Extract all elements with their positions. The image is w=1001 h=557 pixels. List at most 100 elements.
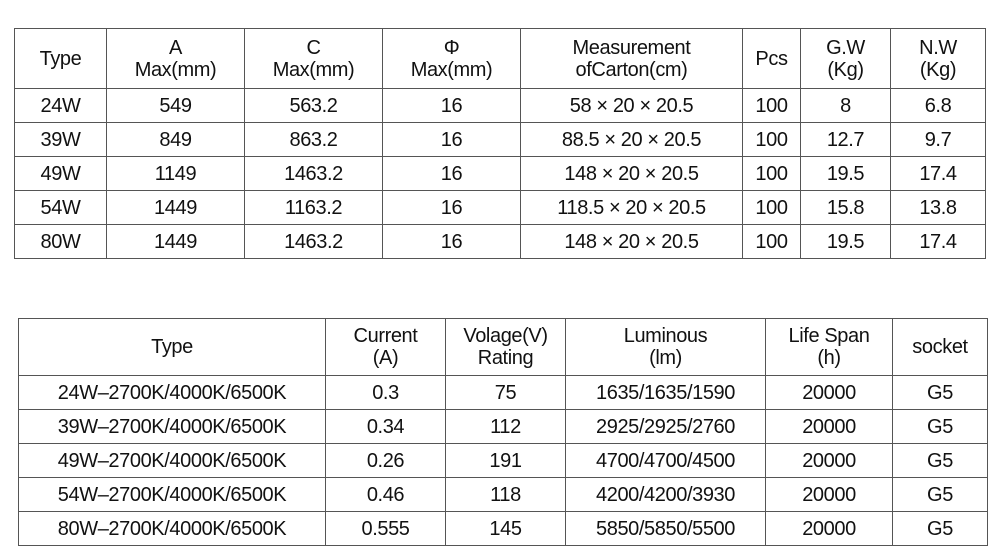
table-cell: 17.4 <box>890 224 986 259</box>
table-cell: 19.5 <box>800 224 891 259</box>
table-cell: G5 <box>892 477 988 512</box>
table-cell: 4200/4200/3930 <box>565 477 766 512</box>
table-cell: 1163.2 <box>244 190 383 225</box>
table-cell: 39W <box>14 122 107 157</box>
table-cell: 88.5 × 20 × 20.5 <box>520 122 743 157</box>
table-cell: 112 <box>445 409 566 444</box>
column-header: N.W (Kg) <box>890 28 986 89</box>
column-header: Volage(V) Rating <box>445 318 566 376</box>
column-header: Type <box>18 318 326 376</box>
table-row: 49W–2700K/4000K/6500K 0.26 191 4700/4700/45… <box>18 443 988 478</box>
header-line: Max(mm) <box>410 58 493 81</box>
table-header-row: Type A Max(mm) C Max(mm) Φ Max(mm) Measurement o… <box>14 28 986 89</box>
column-header: Current (A) <box>325 318 446 376</box>
header-line: G.W <box>826 36 865 59</box>
table-cell: 118 <box>445 477 566 512</box>
table-cell: 849 <box>106 122 245 157</box>
table-cell: G5 <box>892 409 988 444</box>
header-line: Φ <box>443 36 460 59</box>
table-cell: 549 <box>106 88 245 123</box>
table-cell: 4700/4700/4500 <box>565 443 766 478</box>
column-header: G.W (Kg) <box>800 28 891 89</box>
header-line: Life Span <box>788 325 870 347</box>
column-header: C Max(mm) <box>244 28 383 89</box>
table-cell: 58 × 20 × 20.5 <box>520 88 743 123</box>
table-cell: 0.26 <box>325 443 446 478</box>
table-cell: G5 <box>892 443 988 478</box>
header-line: Rating <box>477 347 534 369</box>
header-line: Luminous <box>623 325 708 347</box>
table-cell: 8 <box>800 88 891 123</box>
header-line: (Kg) <box>827 58 864 81</box>
table-cell: 15.8 <box>800 190 891 225</box>
column-header: Pcs <box>742 28 801 89</box>
header-line: (Kg) <box>919 58 957 81</box>
table-cell: 49W <box>14 156 107 191</box>
header-line: Max(mm) <box>272 58 355 81</box>
header-line: C <box>306 36 321 59</box>
table-cell: 39W–2700K/4000K/6500K <box>18 409 326 444</box>
column-header: Φ Max(mm) <box>382 28 521 89</box>
table-cell: 1149 <box>106 156 245 191</box>
table-cell: 0.34 <box>325 409 446 444</box>
table-cell: 24W <box>14 88 107 123</box>
table-cell: 100 <box>742 190 801 225</box>
table-row: 80W–2700K/4000K/6500K 0.555 145 5850/5850/5… <box>18 511 988 546</box>
table-cell: 54W <box>14 190 107 225</box>
table-cell: 118.5 × 20 × 20.5 <box>520 190 743 225</box>
table-cell: 100 <box>742 88 801 123</box>
table-cell: 145 <box>445 511 566 546</box>
table-cell: 16 <box>382 88 521 123</box>
table-cell: 863.2 <box>244 122 383 157</box>
table-cell: 0.3 <box>325 375 446 410</box>
table-cell: 5850/5850/5500 <box>565 511 766 546</box>
header-line: ofCarton(cm) <box>575 58 688 81</box>
table-cell: 100 <box>742 156 801 191</box>
table-header-row: Type Current (A) Volage(V) Rating Luminous (lm… <box>18 318 988 376</box>
table-cell: 20000 <box>765 477 893 512</box>
table-cell: 80W <box>14 224 107 259</box>
table-cell: 100 <box>742 122 801 157</box>
table-cell: 24W–2700K/4000K/6500K <box>18 375 326 410</box>
column-header: Measurement ofCarton(cm) <box>520 28 743 89</box>
table-cell: 16 <box>382 224 521 259</box>
dimensions-table: Type A Max(mm) C Max(mm) Φ Max(mm) Measurement o… <box>14 28 986 259</box>
table-cell: 54W–2700K/4000K/6500K <box>18 477 326 512</box>
table-row: 54W–2700K/4000K/6500K 0.46 118 4200/4200/39… <box>18 477 988 512</box>
header-line: Measurement <box>572 36 691 59</box>
table-cell: 0.555 <box>325 511 446 546</box>
table-cell: 80W–2700K/4000K/6500K <box>18 511 326 546</box>
column-header: A Max(mm) <box>106 28 245 89</box>
table-row: 39W–2700K/4000K/6500K 0.34 112 2925/2925/27… <box>18 409 988 444</box>
column-header: Life Span (h) <box>765 318 893 376</box>
header-line: (lm) <box>649 347 682 369</box>
table-cell: 1635/1635/1590 <box>565 375 766 410</box>
table-cell: 19.5 <box>800 156 891 191</box>
table-cell: G5 <box>892 511 988 546</box>
header-line: socket <box>912 336 968 358</box>
table-cell: 75 <box>445 375 566 410</box>
header-line: Volage(V) <box>463 325 548 347</box>
table-cell: 20000 <box>765 511 893 546</box>
table-cell: G5 <box>892 375 988 410</box>
table-row: 24W–2700K/4000K/6500K 0.3 75 1635/1635/1590… <box>18 375 988 410</box>
table-cell: 20000 <box>765 409 893 444</box>
table-cell: 1449 <box>106 190 245 225</box>
table-cell: 191 <box>445 443 566 478</box>
table-row: 49W 1149 1463.2 16 148 × 20 × 20.5 100 19.5 17.… <box>14 156 986 191</box>
table-cell: 16 <box>382 122 521 157</box>
table-cell: 100 <box>742 224 801 259</box>
table-cell: 20000 <box>765 375 893 410</box>
column-header: Type <box>14 28 107 89</box>
column-header: Luminous (lm) <box>565 318 766 376</box>
header-line: N.W <box>919 36 957 59</box>
table-row: 39W 849 863.2 16 88.5 × 20 × 20.5 100 12.7 9.7 <box>14 122 986 157</box>
table-row: 24W 549 563.2 16 58 × 20 × 20.5 100 8 6.8 <box>14 88 986 123</box>
table-cell: 16 <box>382 190 521 225</box>
table-cell: 0.46 <box>325 477 446 512</box>
table-cell: 9.7 <box>890 122 986 157</box>
table-cell: 13.8 <box>890 190 986 225</box>
table-cell: 17.4 <box>890 156 986 191</box>
header-line: Pcs <box>755 47 788 70</box>
table-cell: 1463.2 <box>244 156 383 191</box>
